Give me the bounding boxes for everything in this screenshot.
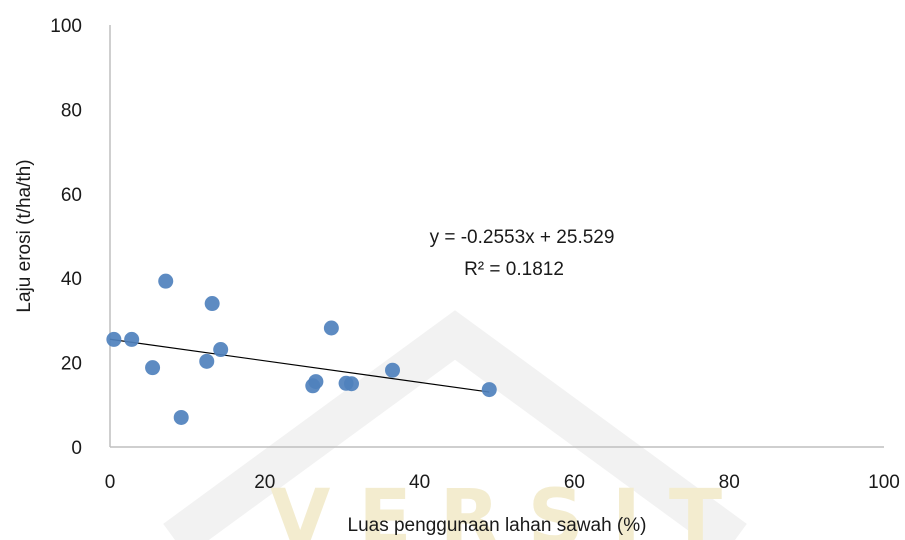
- data-point: [145, 360, 161, 376]
- r-squared-label: R² = 0.1812: [464, 259, 564, 280]
- data-point: [385, 362, 401, 378]
- data-point: [124, 331, 140, 347]
- x-tick-label: 0: [105, 472, 116, 493]
- data-point: [213, 342, 229, 358]
- data-points: [106, 273, 497, 425]
- data-point: [204, 296, 220, 312]
- watermark: VERSIT: [163, 310, 750, 540]
- y-tick-label: 60: [61, 185, 82, 206]
- data-point: [481, 382, 497, 398]
- x-axis-title: Luas penggunaan lahan sawah (%): [348, 515, 647, 536]
- x-tick-label: 100: [868, 472, 900, 493]
- data-point: [323, 320, 339, 336]
- x-ticks: 0 20 40 60 80 100: [105, 472, 900, 493]
- y-tick-label: 0: [71, 438, 82, 459]
- x-tick-label: 40: [409, 472, 430, 493]
- y-axis-title: Laju erosi (t/ha/th): [14, 159, 35, 312]
- y-ticks: 0 20 40 60 80 100: [50, 16, 82, 459]
- data-point: [308, 374, 324, 390]
- y-tick-label: 20: [61, 354, 82, 375]
- data-point: [199, 353, 215, 369]
- equation-label: y = -0.2553x + 25.529: [430, 227, 615, 248]
- data-point: [106, 331, 122, 347]
- data-point: [158, 273, 174, 289]
- trendline: [109, 338, 490, 393]
- x-tick-label: 60: [564, 472, 585, 493]
- x-tick-label: 80: [719, 472, 740, 493]
- y-tick-label: 80: [61, 100, 82, 121]
- y-tick-label: 40: [61, 269, 82, 290]
- data-point: [343, 376, 359, 392]
- axes: [109, 25, 884, 448]
- y-tick-label: 100: [50, 16, 82, 37]
- data-point: [173, 409, 189, 425]
- x-tick-label: 20: [254, 472, 275, 493]
- svg-text:VERSIT: VERSIT: [270, 474, 750, 540]
